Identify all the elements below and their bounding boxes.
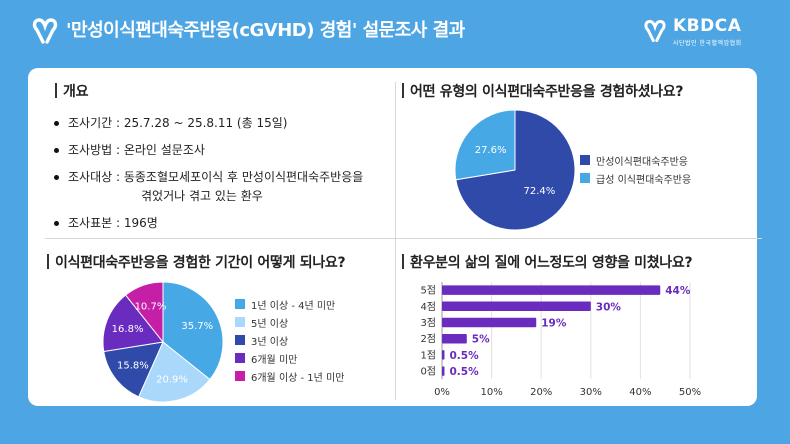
pie-slice-6개월-이상---1년-미만 <box>124 281 164 344</box>
legend-item: 5년 이상 <box>235 314 344 330</box>
quality-of-life-bar-chart: 0% 10% 20% 30% 40% 50% 5점 44% 4점 30% 3점 19% 2점 5% 1점 0.… <box>420 282 701 398</box>
pie-slice-6개월-미만 <box>102 294 164 353</box>
legend-label: 3년 이상 <box>251 336 289 348</box>
bar-5점 <box>442 285 661 295</box>
bar-value-label: 19% <box>541 318 567 330</box>
legend-swatch <box>580 155 590 165</box>
brand-ribbon-icon <box>644 19 666 43</box>
gvhd-type-chart-title: 어떤 유형의 이식편대숙주반응을 경험하셨나요? <box>402 81 683 101</box>
legend-swatch <box>580 173 590 183</box>
legend-item: 급성 이식편대숙주반응 <box>580 170 691 186</box>
legend-label: 급성 이식편대숙주반응 <box>596 174 692 186</box>
pie-value-label: 15.8% <box>117 361 149 372</box>
duration-legend: 1년 이상 - 4년 미만 5년 이상 3년 이상 6개월 미만 6개월 이상 - 1년… <box>235 296 344 386</box>
legend-item: 만성이식편대숙주반응 <box>580 152 691 168</box>
x-tick-label: 50% <box>679 387 701 398</box>
overview-item-continuation: 겪었거나 겪고 있는 환우 <box>141 189 263 203</box>
overview-item: 조사기간 : 25.7.28 ~ 25.8.11 (총 15일) <box>52 114 392 133</box>
bar-4점 <box>442 301 591 312</box>
y-category-label: 1점 <box>420 349 436 361</box>
vertical-divider <box>395 82 396 400</box>
overview-list: 조사기간 : 25.7.28 ~ 25.8.11 (총 15일) 조사방법 : … <box>52 114 392 241</box>
bar-value-label: 5% <box>472 334 490 346</box>
bar-3점 <box>442 317 537 328</box>
quality-of-life-chart-title: 환우분의 삶의 질에 어느정도의 영향을 미쳤나요? <box>402 252 693 272</box>
y-category-label: 0점 <box>420 366 436 378</box>
legend-swatch <box>235 371 245 381</box>
pie-slice-급성-이식편대숙주반응 <box>454 109 516 181</box>
brand-logo: KBDCA 사단법인 한국혈액암협회 <box>642 16 762 50</box>
legend-label: 6개월 이상 - 1년 미만 <box>251 372 345 384</box>
legend-label: 1년 이상 - 4년 미만 <box>251 300 336 312</box>
pie-value-label: 10.7% <box>135 302 167 313</box>
overview-item-text: 조사방법 : 온라인 설문조사 <box>68 143 205 157</box>
overview-item: 조사방법 : 온라인 설문조사 <box>52 141 392 160</box>
bar-value-label: 0.5% <box>449 350 479 362</box>
overview-item-text: 조사대상 : 동종조혈모세포이식 후 만성이식편대숙주반응을 <box>68 170 364 184</box>
page-title: '만성이식편대숙주반응(cGVHD) 경험' 설문조사 결과 <box>66 20 465 41</box>
duration-chart-title: 이식편대숙주반응을 경험한 기간이 어떻게 되나요? <box>47 252 346 272</box>
overview-item-text: 조사표본 : 196명 <box>68 216 158 230</box>
horizontal-divider <box>45 238 762 239</box>
pie-value-label: 27.6% <box>475 145 507 156</box>
x-tick-label: 30% <box>580 387 602 398</box>
legend-label: 6개월 미만 <box>251 354 298 366</box>
pie-value-label: 35.7% <box>181 321 213 332</box>
pie-slice-3년-이상 <box>103 341 164 398</box>
pie-slice-1년-이상---4년-미만 <box>162 281 224 381</box>
bar-0점 <box>442 366 445 376</box>
bar-value-label: 30% <box>596 301 622 313</box>
y-category-label: 4점 <box>420 301 436 313</box>
legend-label: 5년 이상 <box>251 318 289 330</box>
legend-swatch <box>235 299 245 309</box>
x-tick-label: 40% <box>629 387 651 398</box>
legend-item: 1년 이상 - 4년 미만 <box>235 296 344 312</box>
legend-item: 6개월 이상 - 1년 미만 <box>235 368 344 384</box>
brand-subtitle: 사단법인 한국혈액암협회 <box>673 40 742 47</box>
legend-item: 3년 이상 <box>235 332 344 348</box>
pie-value-label: 20.9% <box>156 374 188 385</box>
legend-label: 만성이식편대숙주반응 <box>596 156 688 168</box>
duration-pie-chart: 35.7% 20.9% 15.8% 16.8% 10.7% <box>102 281 224 403</box>
pie-value-label: 16.8% <box>112 324 144 335</box>
y-category-label: 2점 <box>420 333 436 345</box>
ribbon-logo-icon <box>32 18 58 44</box>
legend-swatch <box>235 317 245 327</box>
legend-swatch <box>235 353 245 363</box>
x-tick-label: 10% <box>480 387 502 398</box>
bar-value-label: 0.5% <box>449 366 479 378</box>
y-category-label: 5점 <box>420 285 436 297</box>
overview-item: 조사표본 : 196명 <box>52 214 392 233</box>
overview-item-text: 조사기간 : 25.7.28 ~ 25.8.11 (총 15일) <box>68 116 288 130</box>
brand-name: KBDCA <box>673 16 742 36</box>
gvhd-type-pie-chart: 72.4% 27.6% <box>454 109 576 231</box>
overview-title: 개요 <box>55 81 88 101</box>
legend-swatch <box>235 335 245 345</box>
y-category-label: 3점 <box>420 317 436 329</box>
x-tick-label: 0% <box>434 387 450 398</box>
x-tick-label: 20% <box>530 387 552 398</box>
legend-item: 6개월 미만 <box>235 350 344 366</box>
bar-1점 <box>442 350 445 360</box>
pie-value-label: 72.4% <box>524 186 556 197</box>
bar-2점 <box>442 333 467 344</box>
bar-value-label: 44% <box>665 285 691 297</box>
